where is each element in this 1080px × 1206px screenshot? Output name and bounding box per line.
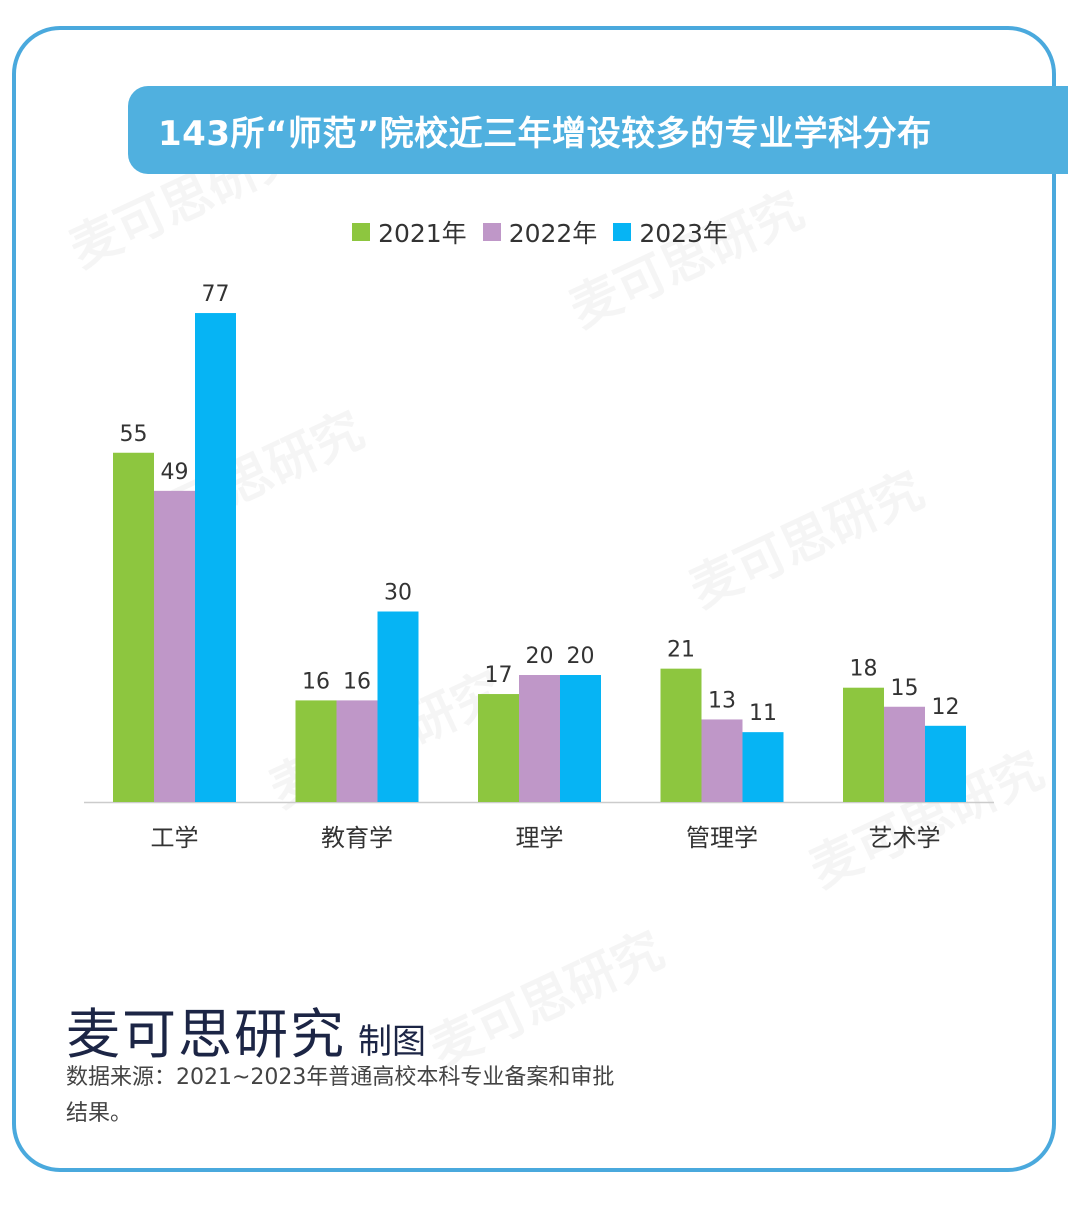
legend-item-2021: 2021年 bbox=[352, 214, 467, 250]
bar-2023年-工学 bbox=[195, 313, 236, 802]
bar-2022年-管理学 bbox=[701, 719, 743, 802]
bar-2021年-教育学 bbox=[295, 700, 337, 802]
data-label-2023年-理学: 20 bbox=[567, 644, 595, 669]
x-tick-label: 管理学 bbox=[686, 824, 758, 852]
x-tick-label: 教育学 bbox=[321, 824, 393, 852]
data-label-2023年-教育学: 30 bbox=[384, 581, 412, 606]
title-banner: 143所“师范”院校近三年增设较多的专业学科分布 bbox=[128, 86, 1068, 174]
data-label-2023年-工学: 77 bbox=[202, 282, 230, 307]
x-tick-label: 艺术学 bbox=[869, 824, 941, 852]
bar-2021年-工学 bbox=[113, 452, 154, 802]
data-label-2023年-管理学: 11 bbox=[749, 701, 777, 726]
data-label-2022年-艺术学: 15 bbox=[891, 676, 919, 701]
legend-swatch-2021 bbox=[352, 223, 371, 241]
bar-2022年-艺术学 bbox=[884, 706, 925, 802]
data-label-2022年-教育学: 16 bbox=[343, 669, 371, 694]
bar-2021年-管理学 bbox=[660, 668, 702, 802]
bar-2022年-工学 bbox=[154, 490, 195, 802]
bar-2023年-艺术学 bbox=[925, 725, 966, 802]
legend-label-2021: 2021年 bbox=[378, 219, 467, 248]
bar-2021年-理学 bbox=[478, 694, 519, 802]
data-label-2022年-管理学: 13 bbox=[708, 688, 736, 713]
bar-2023年-管理学 bbox=[742, 732, 784, 802]
data-label-2021年-艺术学: 18 bbox=[850, 657, 878, 682]
chart-title: 143所“师范”院校近三年增设较多的专业学科分布 bbox=[158, 113, 932, 154]
legend-label-2023: 2023年 bbox=[639, 219, 728, 248]
data-label-2022年-工学: 49 bbox=[161, 460, 189, 485]
bar-2023年-理学 bbox=[560, 675, 601, 802]
data-label-2021年-管理学: 21 bbox=[667, 638, 695, 663]
brand-suffix: 制图 bbox=[358, 1022, 426, 1062]
data-label-2023年-艺术学: 12 bbox=[932, 695, 960, 720]
bar-2023年-教育学 bbox=[377, 611, 419, 802]
legend-swatch-2022 bbox=[482, 223, 501, 241]
x-tick-label: 工学 bbox=[151, 824, 199, 852]
data-label-2022年-理学: 20 bbox=[526, 644, 554, 669]
data-source-note: 数据来源：2021~2023年普通高校本科专业备案和审批结果。 bbox=[66, 1065, 615, 1126]
legend-item-2023: 2023年 bbox=[613, 214, 728, 250]
brand-block: 麦可思研究 制图 bbox=[66, 990, 426, 1069]
x-tick-label: 理学 bbox=[516, 824, 564, 852]
legend: 2021年 2022年 2023年 bbox=[0, 214, 1080, 250]
data-label-2021年-工学: 55 bbox=[120, 422, 148, 447]
bar-2022年-理学 bbox=[519, 675, 560, 802]
bar-2022年-教育学 bbox=[336, 700, 378, 802]
brand-name: 麦可思研究 bbox=[66, 1003, 346, 1066]
legend-item-2022: 2022年 bbox=[482, 214, 598, 250]
legend-label-2022: 2022年 bbox=[508, 219, 598, 248]
data-label-2021年-教育学: 16 bbox=[302, 669, 330, 694]
bar-2021年-艺术学 bbox=[843, 687, 884, 802]
data-label-2021年-理学: 17 bbox=[485, 663, 513, 688]
legend-swatch-2023 bbox=[613, 223, 632, 241]
